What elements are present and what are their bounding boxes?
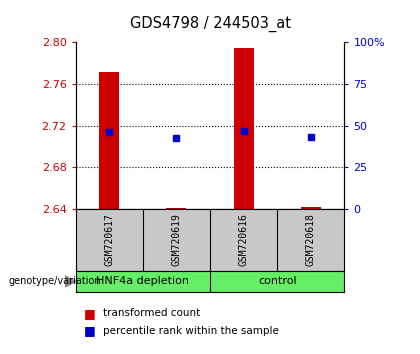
Bar: [99, 72, 119, 209]
Bar: [166, 208, 186, 209]
Bar: [301, 207, 321, 209]
Text: GSM720617: GSM720617: [104, 213, 114, 266]
Text: GDS4798 / 244503_at: GDS4798 / 244503_at: [129, 16, 291, 32]
Bar: [234, 48, 254, 209]
Text: HNF4a depletion: HNF4a depletion: [96, 276, 189, 286]
Text: ■: ■: [84, 325, 96, 337]
Text: GSM720619: GSM720619: [171, 213, 181, 266]
Text: ■: ■: [84, 307, 96, 320]
Text: transformed count: transformed count: [103, 308, 200, 318]
Text: GSM720616: GSM720616: [239, 213, 249, 266]
Text: control: control: [258, 276, 297, 286]
Text: genotype/variation: genotype/variation: [8, 276, 101, 286]
Polygon shape: [65, 276, 76, 287]
Text: GSM720618: GSM720618: [306, 213, 316, 266]
Text: percentile rank within the sample: percentile rank within the sample: [103, 326, 279, 336]
